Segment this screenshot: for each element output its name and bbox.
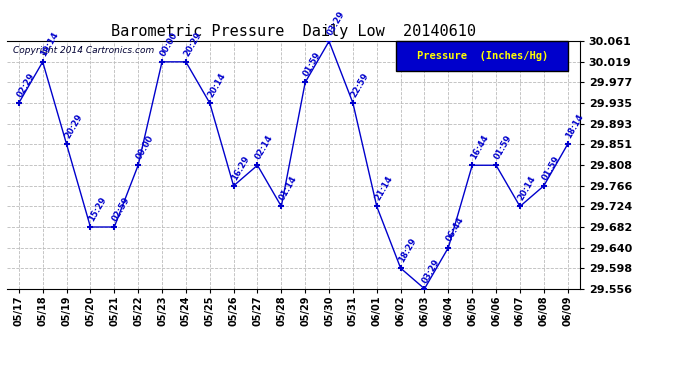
Text: 03:29: 03:29 xyxy=(421,257,442,285)
Text: 19:14: 19:14 xyxy=(39,30,60,58)
Text: 16:44: 16:44 xyxy=(469,133,490,161)
Text: Pressure  (Inches/Hg): Pressure (Inches/Hg) xyxy=(417,51,548,61)
Text: 20:29: 20:29 xyxy=(182,30,204,58)
Title: Barometric Pressure  Daily Low  20140610: Barometric Pressure Daily Low 20140610 xyxy=(111,24,475,39)
Bar xyxy=(396,41,568,71)
Text: 02:29: 02:29 xyxy=(15,71,37,99)
Text: 06:44: 06:44 xyxy=(445,216,466,243)
Text: 01:14: 01:14 xyxy=(277,175,299,202)
Text: 20:14: 20:14 xyxy=(206,71,227,99)
Text: 00:00: 00:00 xyxy=(159,30,179,58)
Text: 20:14: 20:14 xyxy=(516,175,538,202)
Text: Copyright 2014 Cartronics.com: Copyright 2014 Cartronics.com xyxy=(12,46,154,55)
Text: 22:59: 22:59 xyxy=(349,71,371,99)
Text: 15:29: 15:29 xyxy=(87,195,108,223)
Text: 20:29: 20:29 xyxy=(63,112,84,140)
Text: 01:59: 01:59 xyxy=(493,134,513,161)
Text: 16:29: 16:29 xyxy=(230,154,251,182)
Text: 02:14: 02:14 xyxy=(254,134,275,161)
Text: 01:59: 01:59 xyxy=(540,154,561,182)
Text: 01:59: 01:59 xyxy=(302,51,323,78)
Text: 18:29: 18:29 xyxy=(397,237,418,264)
Text: 21:14: 21:14 xyxy=(373,174,395,202)
Text: 18:14: 18:14 xyxy=(564,112,585,140)
Text: 03:29: 03:29 xyxy=(326,10,346,37)
Text: 02:59: 02:59 xyxy=(110,195,132,223)
Text: 00:00: 00:00 xyxy=(135,134,155,161)
